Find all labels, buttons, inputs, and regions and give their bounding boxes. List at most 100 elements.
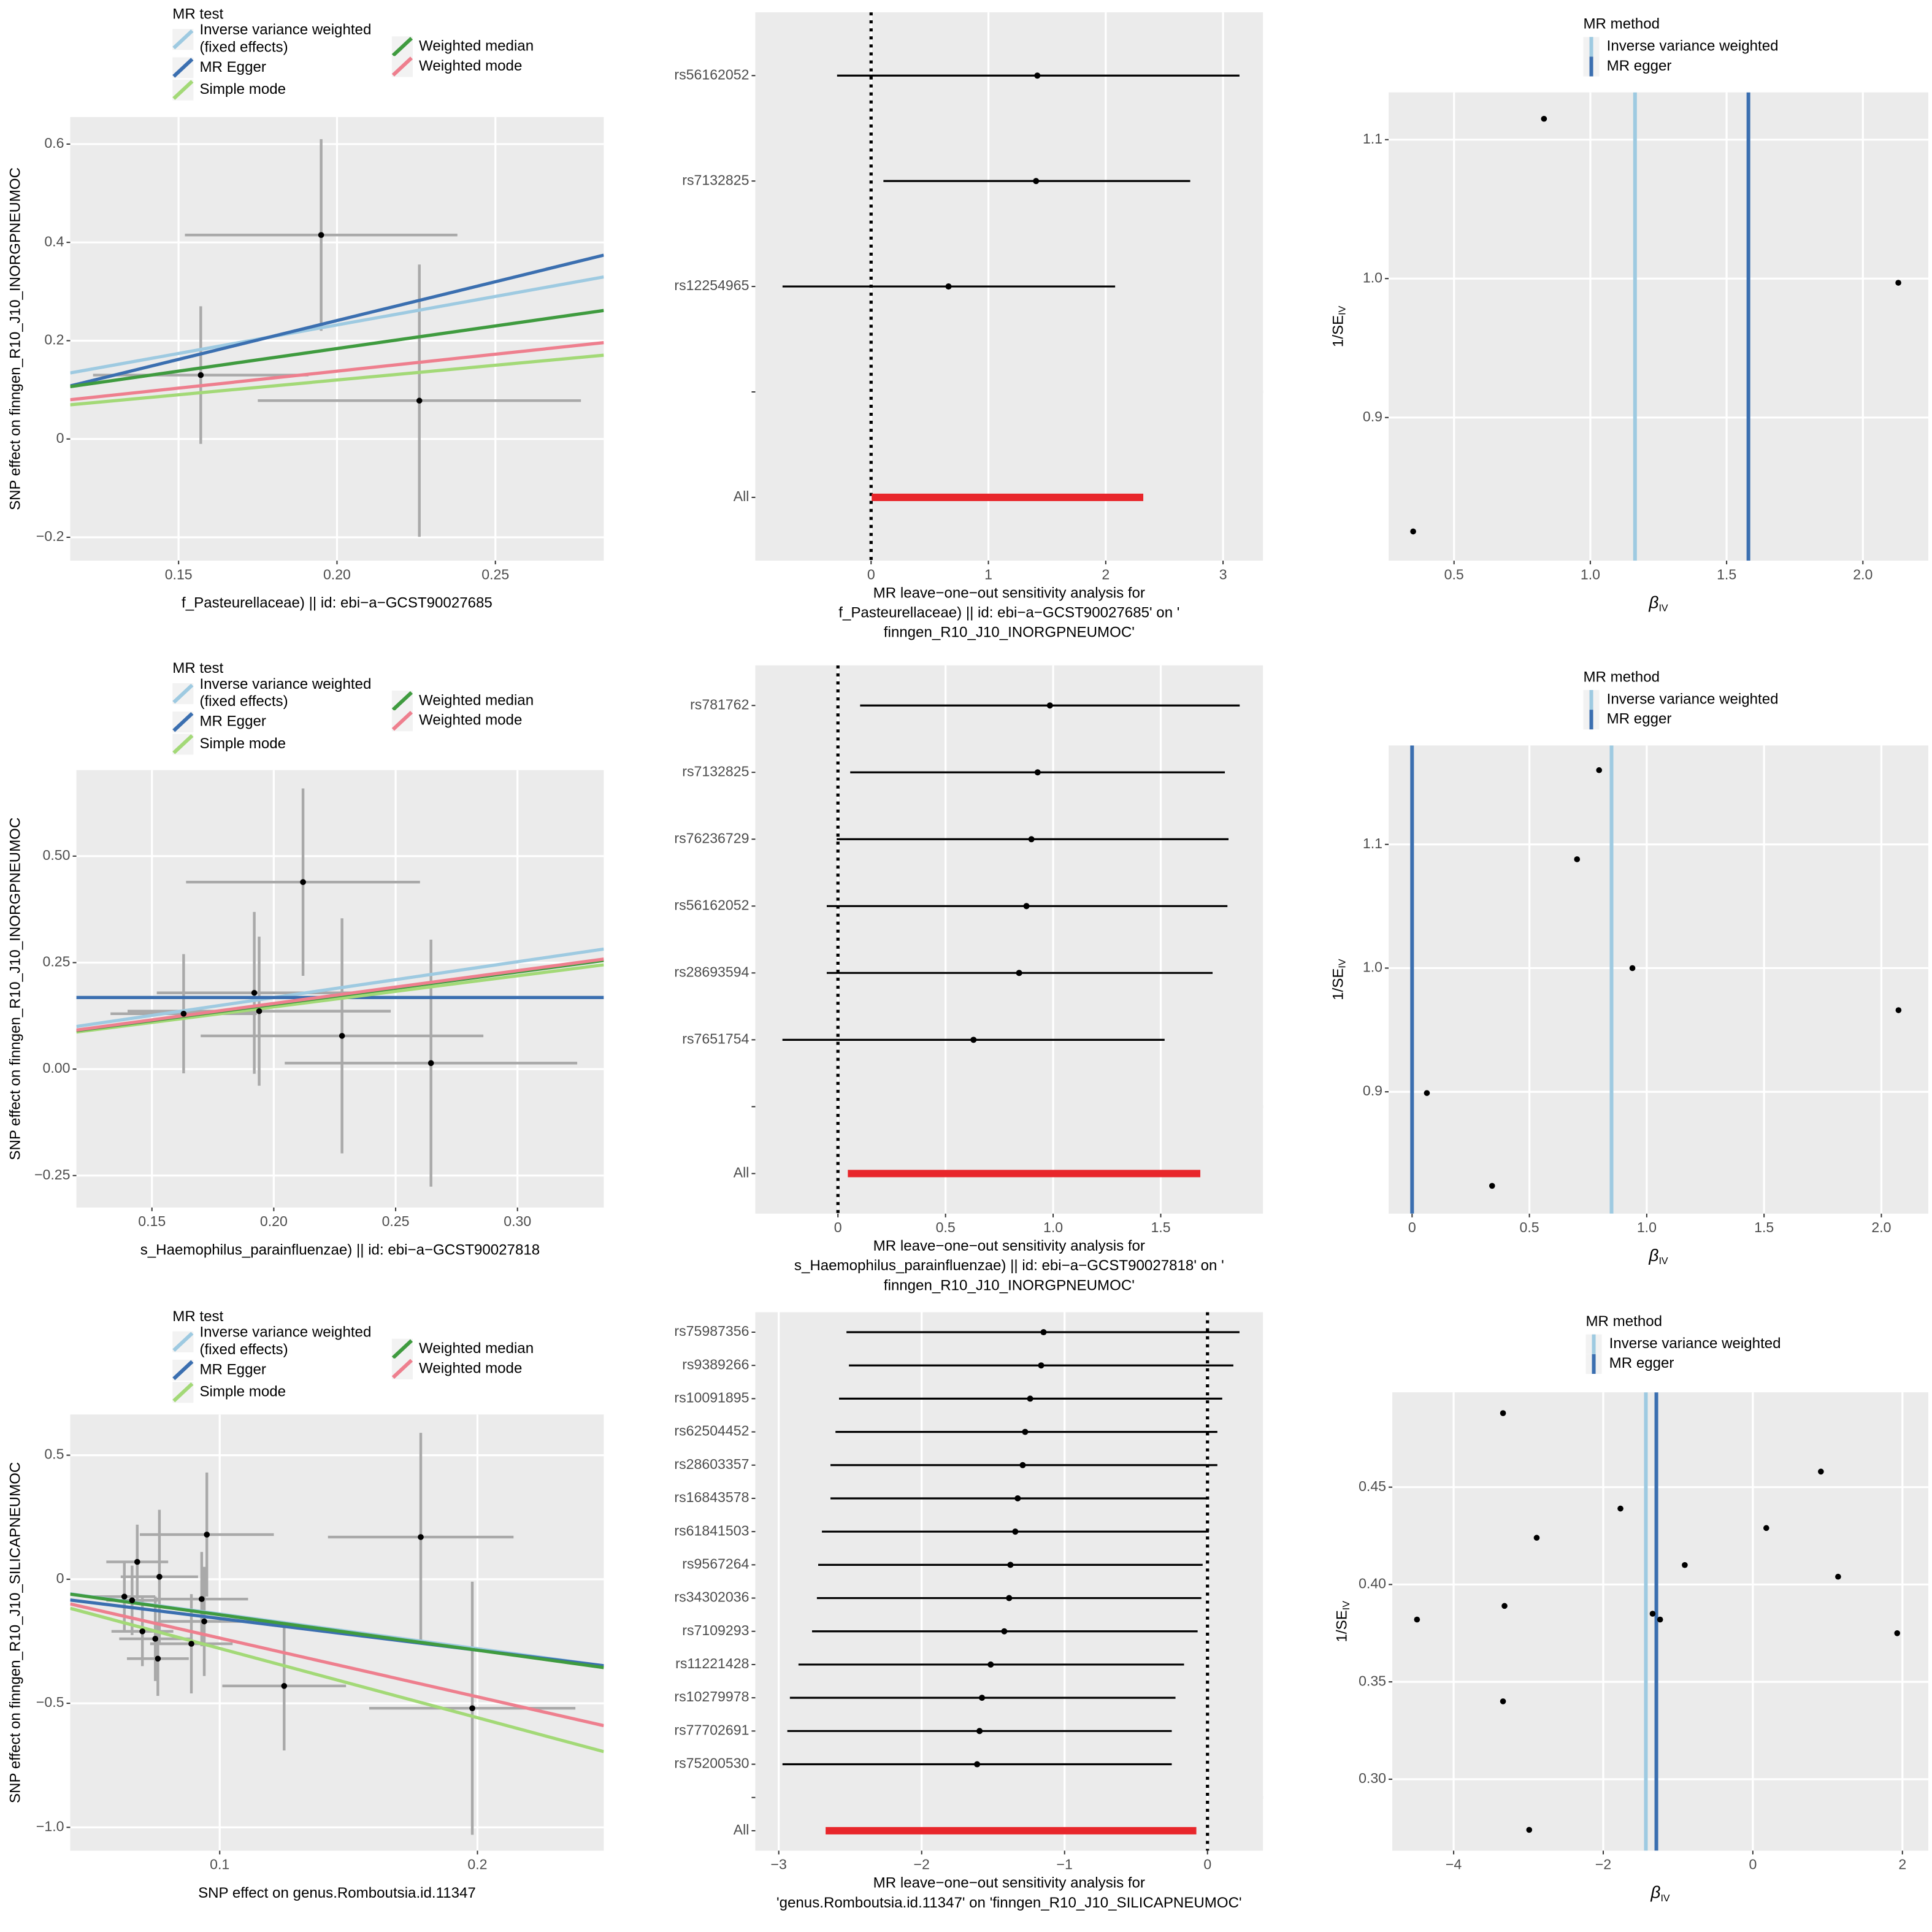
y-tick-label: 0.2 — [44, 332, 64, 348]
legend-label: Inverse variance weighted — [1609, 1335, 1781, 1352]
y-tick-label: rs34302036 — [674, 1589, 749, 1605]
point — [1763, 1525, 1769, 1531]
x-tick-label: 0.1 — [210, 1857, 229, 1873]
point — [152, 1636, 159, 1642]
y-axis-title-main: 1/SE — [1330, 315, 1347, 347]
y-tick-label: 1.0 — [1363, 269, 1382, 285]
legend-label: MR Egger — [199, 1361, 266, 1378]
legend-label: Simple mode — [199, 81, 286, 98]
legend-swatch — [172, 734, 194, 754]
x-axis-title: MR leave−one−out sensitivity analysis fo… — [838, 585, 1179, 641]
point — [188, 1641, 194, 1647]
plot-area — [70, 1433, 604, 1835]
legend-swatch — [172, 58, 194, 78]
legend-swatch — [391, 37, 413, 57]
y-tick-label: 0.9 — [1363, 408, 1382, 424]
x-tick-label: 2.0 — [1853, 566, 1873, 582]
point — [199, 1596, 205, 1603]
point — [156, 1573, 163, 1580]
legend-swatch — [391, 1359, 413, 1379]
mr-line — [70, 1602, 604, 1728]
x-tick-label: 0.20 — [260, 1213, 288, 1229]
y-tick-label: 0.5 — [44, 1446, 64, 1462]
y-tick-label: rs75200530 — [674, 1755, 749, 1771]
x-axis-title: βIV — [1650, 1883, 1670, 1904]
point — [1012, 1528, 1019, 1535]
point — [1489, 1183, 1495, 1189]
x-tick-label: 0 — [1408, 1219, 1416, 1235]
y-tick-label: rs11221428 — [675, 1655, 749, 1671]
legend-label: MR egger — [1607, 711, 1672, 727]
point — [180, 1010, 187, 1017]
y-tick-label: 0.9 — [1363, 1083, 1382, 1098]
point — [1541, 115, 1547, 122]
point — [1027, 1395, 1033, 1402]
y-tick-label: 0.45 — [1359, 1478, 1386, 1494]
point — [251, 989, 258, 996]
x-tick-label: −2 — [914, 1857, 930, 1873]
point — [970, 1037, 977, 1043]
y-tick-label: rs62504452 — [674, 1423, 749, 1439]
y-tick-label: 0.50 — [43, 847, 71, 863]
legend-title: MR method — [1583, 669, 1660, 685]
x-axis-title: SNP effect on genus.Romboutsia.id.11347 — [198, 1885, 476, 1901]
point — [155, 1655, 161, 1662]
plot-area — [70, 139, 604, 537]
y-tick-label: 1.1 — [1363, 131, 1382, 147]
y-tick-label: −0.2 — [36, 528, 64, 544]
mr-line — [70, 1606, 604, 1754]
x-axis-title: βIV — [1648, 593, 1668, 614]
point — [1033, 178, 1040, 185]
panel-background — [1389, 92, 1928, 561]
point — [1414, 1616, 1420, 1623]
x-axis-title: s_Haemophilus_parainfluenzae) || id: ebi… — [140, 1241, 540, 1258]
point — [1022, 1428, 1029, 1435]
point — [1410, 528, 1416, 535]
point — [1501, 1603, 1508, 1609]
x-tick-label: 1.0 — [1637, 1219, 1657, 1235]
x-tick-label: 1.5 — [1717, 566, 1736, 582]
y-tick-label: 0.30 — [1359, 1770, 1386, 1786]
x-axis-title-main: β — [1650, 1883, 1660, 1902]
plot-area — [782, 665, 1240, 1214]
plot-area — [76, 788, 604, 1187]
x-tick-label: −4 — [1446, 1857, 1462, 1873]
x-tick-label: 2 — [1898, 1857, 1906, 1873]
y-tick-label: rs10279978 — [674, 1689, 749, 1704]
point — [976, 1728, 983, 1735]
x-tick-label: 0 — [1203, 1857, 1211, 1873]
y-tick-label: 0.00 — [43, 1060, 71, 1076]
point — [1657, 1616, 1663, 1623]
y-tick-label: rs61841503 — [674, 1522, 749, 1538]
point — [204, 1531, 210, 1538]
point — [974, 1761, 981, 1768]
legend-label: Weighted mode — [419, 1360, 522, 1376]
point — [339, 1033, 345, 1039]
point — [1617, 1505, 1623, 1512]
point — [1019, 1462, 1026, 1468]
legend-title: MR test — [172, 660, 223, 677]
x-tick-label: −3 — [771, 1857, 787, 1873]
x-axis-title: MR leave−one−out sensitivity analysis fo… — [776, 1875, 1242, 1911]
point — [281, 1682, 288, 1689]
x-tick-label: −2 — [1595, 1857, 1611, 1873]
mr-line — [70, 1592, 604, 1669]
point — [427, 1060, 434, 1067]
panel-background — [1389, 745, 1928, 1214]
point — [1835, 1573, 1841, 1580]
x-axis-title: f_Pasteurellaceae) || id: ebi−a−GCST9002… — [182, 595, 493, 611]
legend-label: Inverse variance weighted (fixed effects) — [199, 1324, 371, 1358]
point — [1001, 1628, 1008, 1635]
legend-label: Weighted median — [419, 1340, 534, 1357]
point — [1038, 1362, 1045, 1369]
x-tick-label: 0.5 — [936, 1219, 956, 1235]
y-tick-label: All — [734, 1164, 749, 1180]
legend-swatch — [172, 1332, 194, 1352]
y-axis-title: 1/SEIV — [1334, 1601, 1352, 1643]
y-tick-label: rs56162052 — [674, 897, 749, 913]
x-axis-title: MR leave−one−out sensitivity analysis fo… — [794, 1238, 1224, 1294]
x-tick-label: 2.0 — [1871, 1219, 1891, 1235]
x-tick-label: 3 — [1219, 566, 1227, 582]
x-tick-label: 0.30 — [504, 1213, 531, 1229]
legend-title: MR test — [172, 1308, 223, 1325]
